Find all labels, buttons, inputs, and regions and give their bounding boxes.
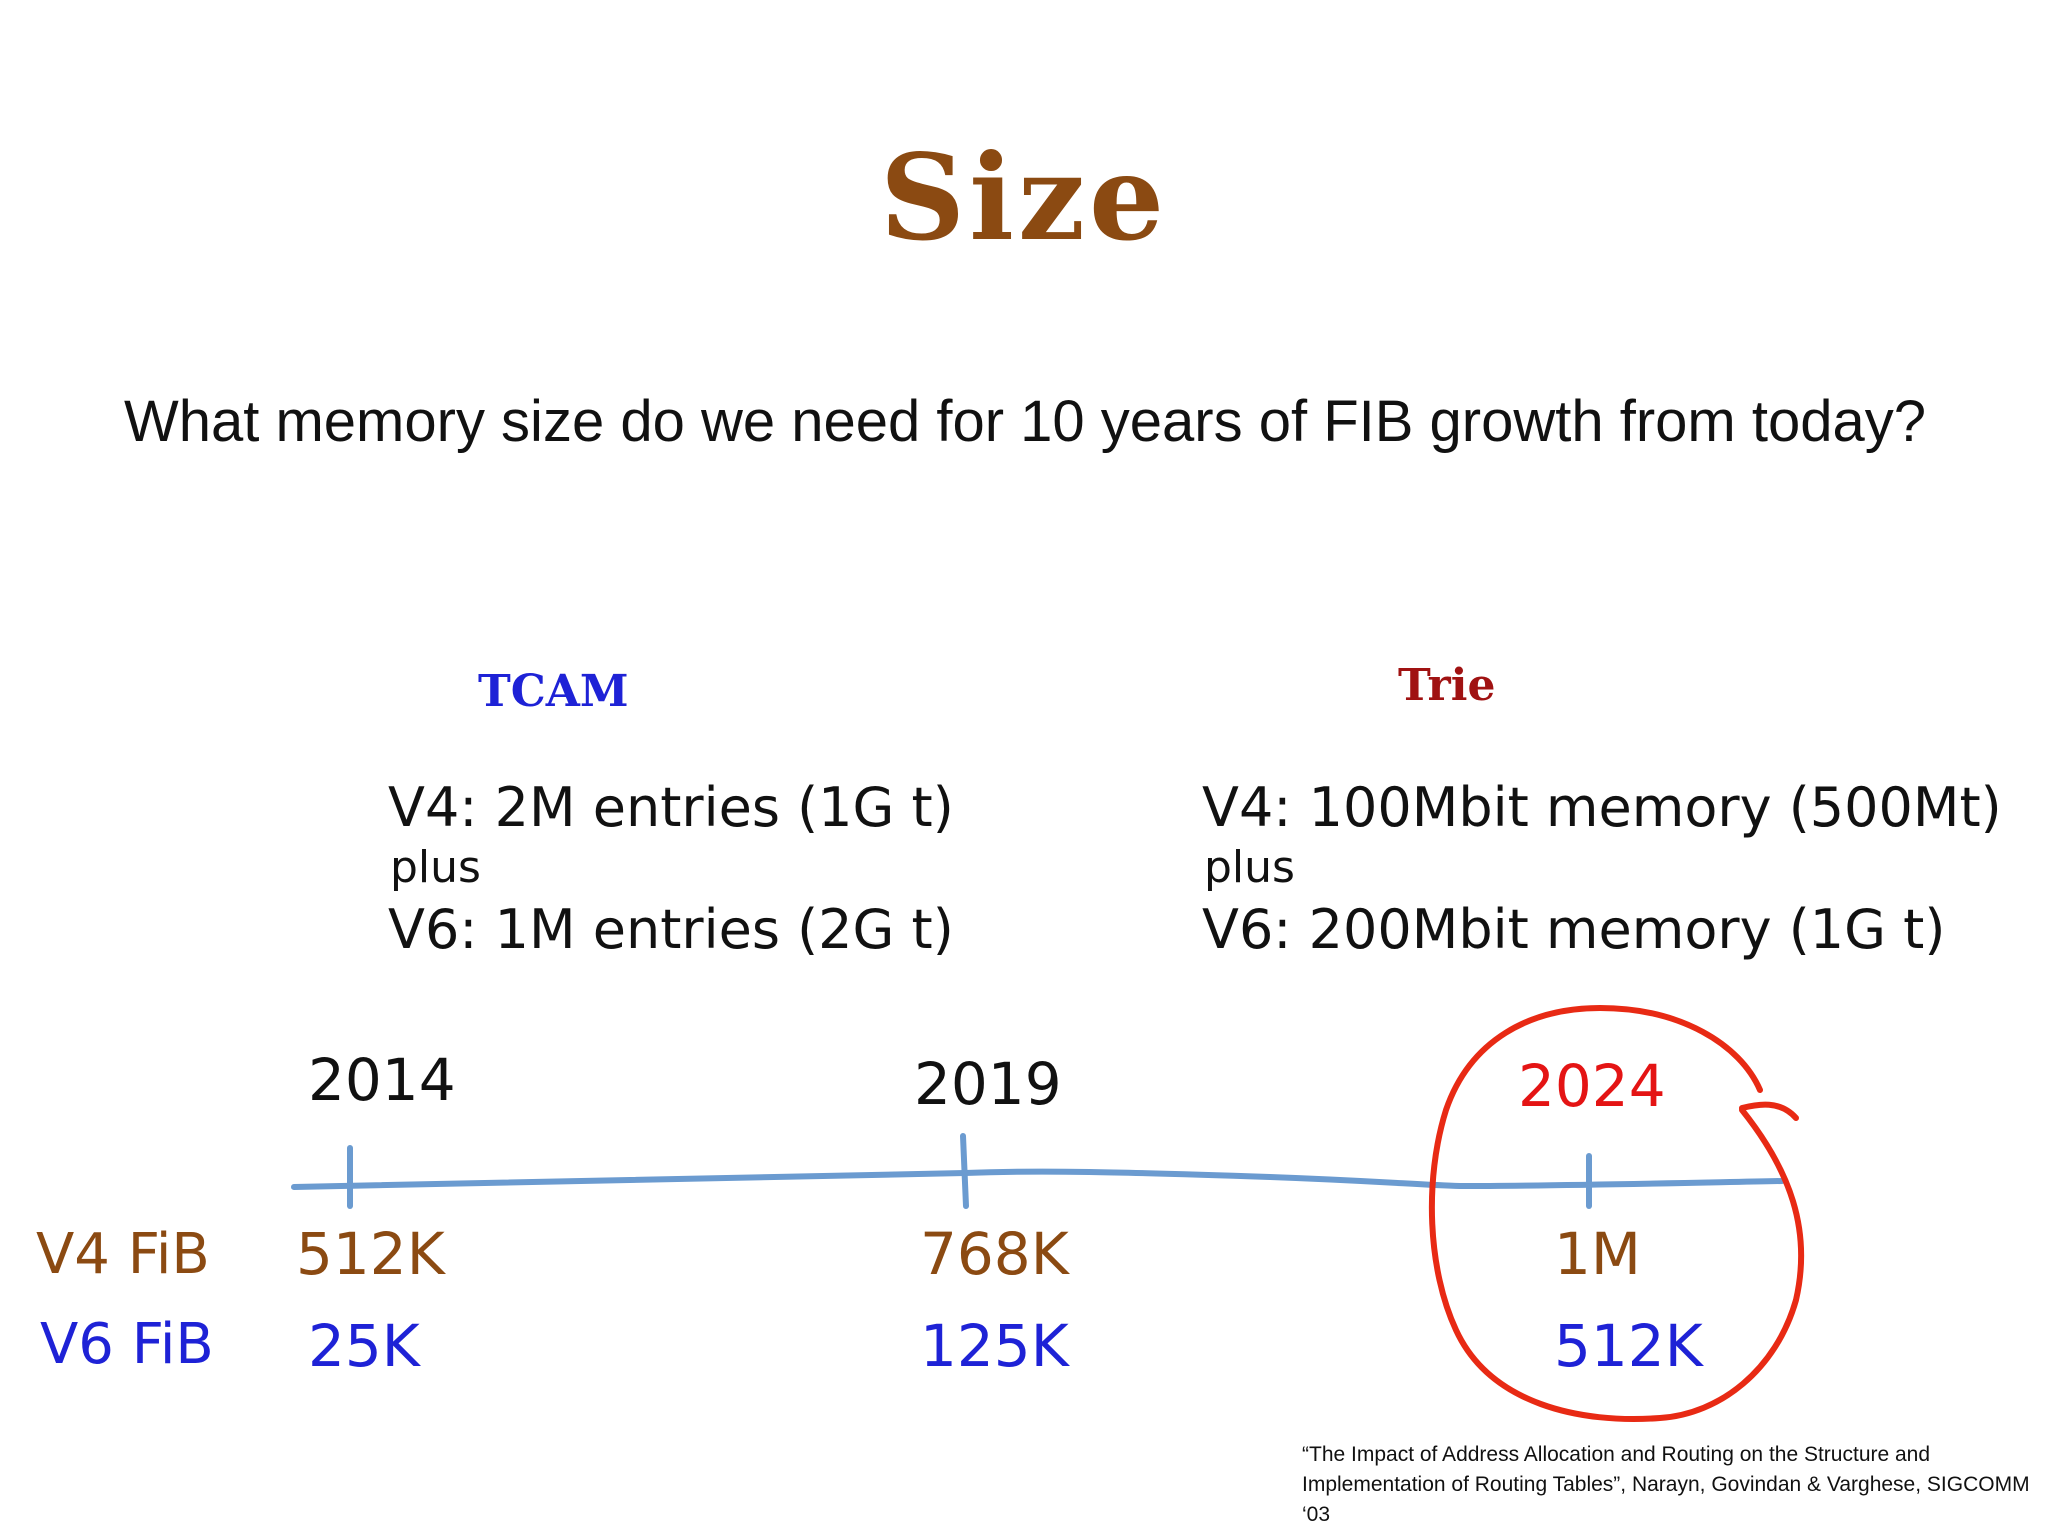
trie-v6-spec: V6: 200Mbit memory (1G t): [1202, 898, 1946, 961]
trie-heading: Trie: [1398, 660, 1496, 711]
v4-value-2019: 768K: [920, 1220, 1069, 1288]
tcam-plus: plus: [390, 842, 481, 893]
trie-plus: plus: [1204, 842, 1295, 893]
v4-fib-label: V4 FiB: [36, 1222, 210, 1287]
v4-value-2024: 1M: [1554, 1220, 1641, 1288]
tcam-v4-spec: V4: 2M entries (1G t): [388, 776, 954, 839]
citation-text: “The Impact of Address Allocation and Ro…: [1302, 1443, 2030, 1526]
v6-value-2014: 25K: [308, 1312, 420, 1380]
v6-value-2024: 512K: [1554, 1312, 1703, 1380]
year-2014: 2014: [308, 1046, 456, 1114]
question-text: What memory size do we need for 10 years…: [124, 389, 1926, 454]
trie-v4-spec: V4: 100Mbit memory (500Mt): [1202, 776, 2002, 839]
timeline-line: [291, 1168, 1785, 1190]
v4-value-2014: 512K: [296, 1220, 445, 1288]
year-2019: 2019: [914, 1050, 1062, 1118]
highlight-circle-2024: [1428, 1004, 1805, 1422]
highlight-circle-tail: [1739, 1101, 1799, 1121]
tcam-heading: TCAM: [478, 666, 629, 717]
tcam-v6-spec: V6: 1M entries (2G t): [388, 898, 954, 961]
tick-2019: [960, 1133, 969, 1209]
v6-value-2019: 125K: [920, 1312, 1069, 1380]
v6-fib-label: V6 FiB: [40, 1312, 214, 1377]
slide-title: Size: [879, 128, 1169, 267]
year-2024: 2024: [1518, 1052, 1666, 1120]
